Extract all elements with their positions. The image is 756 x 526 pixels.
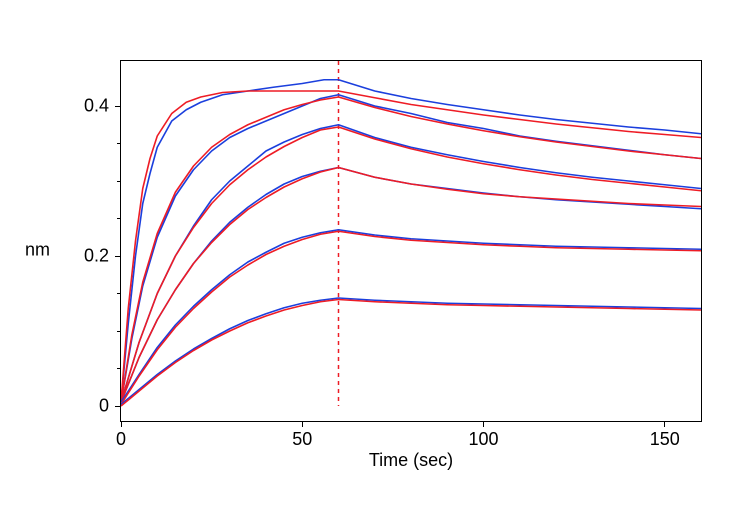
curve5-fit — [121, 231, 701, 404]
x-tick-label: 0 — [116, 429, 126, 450]
y-tick — [115, 256, 121, 257]
y-tick-minor — [117, 218, 121, 219]
curve3-data — [121, 125, 701, 403]
y-tick-label: 0.4 — [84, 96, 109, 117]
curve6-data — [121, 298, 701, 405]
y-tick-label: 0 — [99, 396, 109, 417]
x-tick — [121, 421, 122, 427]
y-tick — [115, 406, 121, 407]
curve5-data — [121, 230, 701, 403]
x-tick-label: 50 — [292, 429, 312, 450]
y-tick-minor — [117, 293, 121, 294]
y-tick-minor — [117, 368, 121, 369]
curve6-fit — [121, 300, 701, 407]
sensorgram-chart: nm Time (sec) 00.20.4050100150 — [60, 50, 720, 450]
x-tick-label: 150 — [650, 429, 680, 450]
y-tick-minor — [117, 181, 121, 182]
curve4-fit — [121, 168, 701, 403]
plot-area: Time (sec) 00.20.4050100150 — [120, 60, 702, 422]
y-tick-minor — [117, 143, 121, 144]
x-tick — [483, 421, 484, 427]
y-tick-label: 0.2 — [84, 246, 109, 267]
x-tick-label: 100 — [468, 429, 498, 450]
y-tick — [115, 106, 121, 107]
x-tick — [302, 421, 303, 427]
x-tick — [664, 421, 665, 427]
y-axis-label: nm — [25, 240, 50, 261]
curves-svg — [121, 61, 701, 421]
x-axis-label: Time (sec) — [369, 450, 453, 471]
curve3-fit — [121, 127, 701, 402]
y-tick-minor — [117, 331, 121, 332]
